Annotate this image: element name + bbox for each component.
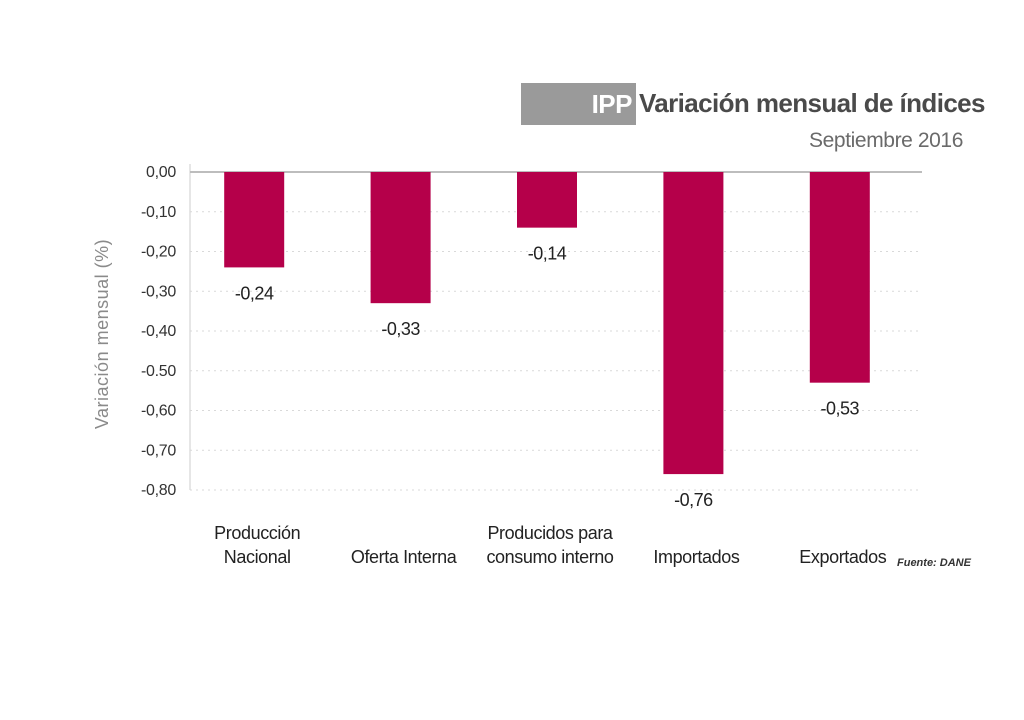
y-axis-title: Variación mensual (%) — [92, 239, 112, 429]
category-label: Exportados — [799, 547, 886, 567]
title-badge: IPP — [521, 83, 636, 125]
y-tick-label: -0,40 — [141, 323, 176, 340]
data-label: -0,24 — [235, 283, 274, 303]
y-tick-label: -0,30 — [141, 283, 176, 300]
bar — [517, 172, 577, 228]
category-label: Producidos para — [487, 523, 613, 543]
category-label: Producción — [214, 523, 300, 543]
y-tick-label: -0,10 — [141, 204, 176, 221]
badge-text: IPP — [591, 89, 633, 119]
data-label: -0,33 — [381, 319, 420, 339]
category-label: consumo interno — [486, 547, 613, 567]
category-label: Oferta Interna — [351, 547, 458, 567]
category-label: Nacional — [224, 547, 291, 567]
bar — [224, 172, 285, 268]
source-note: Fuente: DANE — [897, 557, 971, 569]
y-tick-label: -0,80 — [141, 482, 176, 499]
data-label: -0,53 — [821, 399, 860, 419]
y-tick-label: 0,00 — [146, 164, 176, 181]
bar — [809, 172, 870, 383]
data-label: -0,14 — [528, 244, 567, 264]
chart-title: Variación mensual de índices — [639, 88, 986, 118]
data-label: -0,76 — [674, 490, 713, 510]
y-tick-label: -0,70 — [141, 442, 176, 459]
y-tick-label: -0,20 — [141, 244, 176, 261]
bar — [663, 172, 724, 475]
category-label: Importados — [653, 547, 739, 567]
y-tick-label: -0.50 — [141, 363, 176, 380]
y-tick-label: -0,60 — [141, 403, 176, 420]
bar — [370, 172, 431, 304]
chart-subtitle: Septiembre 2016 — [809, 129, 963, 152]
